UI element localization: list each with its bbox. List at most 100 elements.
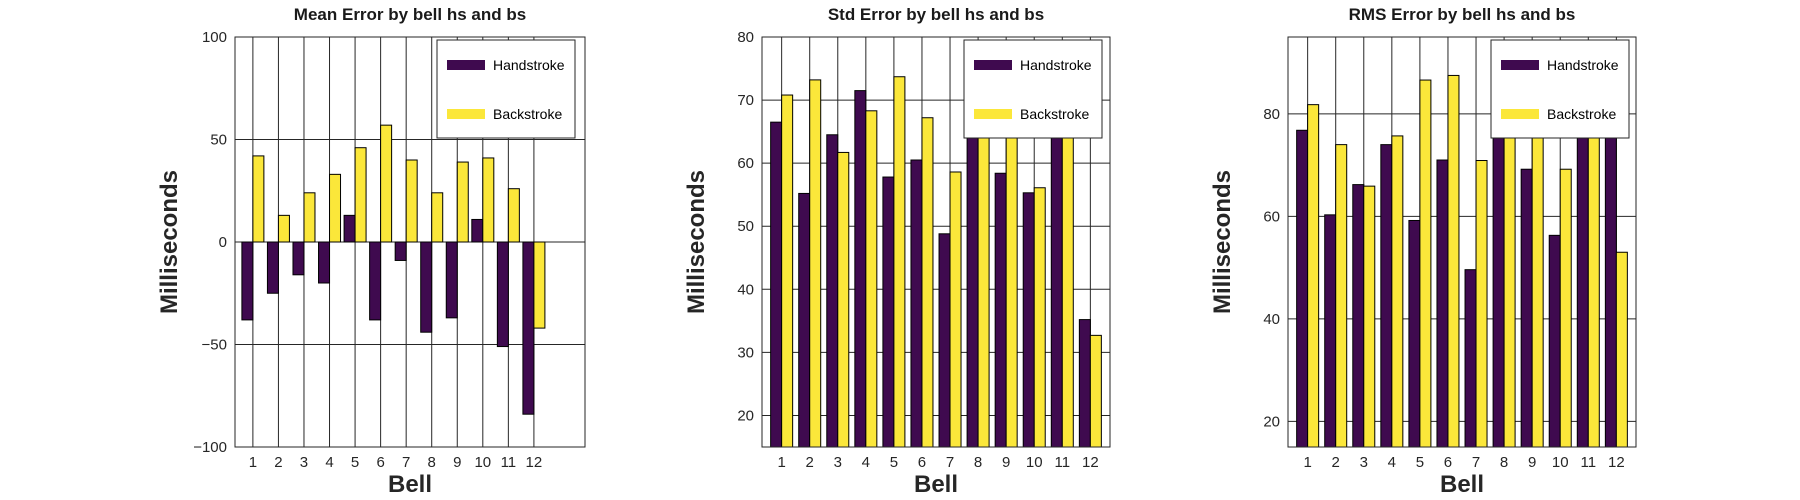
bar-handstroke-bell-6 [369, 241, 382, 321]
y-tick-label: 100 [202, 29, 227, 46]
bar-handstroke-bell-3 [826, 134, 839, 448]
legend: Handstroke Backstroke [963, 39, 1103, 139]
bar-backstroke-bell-12 [1615, 251, 1628, 448]
bar-backstroke-bell-5 [1419, 79, 1432, 448]
y-tick-label: 20 [1263, 413, 1280, 430]
y-axis-label: Milliseconds [156, 170, 183, 314]
bar-backstroke-bell-9 [1531, 137, 1544, 448]
bar-handstroke-bell-4 [854, 90, 867, 448]
bar-handstroke-bell-11 [496, 241, 509, 348]
x-tick-label: 4 [1388, 454, 1396, 471]
legend-box [436, 39, 576, 139]
x-tick-label: 2 [1332, 454, 1340, 471]
bar-handstroke-bell-10 [1022, 192, 1035, 448]
bar-backstroke-bell-11 [507, 188, 520, 243]
bar-handstroke-bell-9 [1520, 168, 1533, 448]
bar-backstroke-bell-3 [1363, 185, 1376, 448]
bar-backstroke-bell-10 [1033, 187, 1046, 448]
bar-handstroke-bell-11 [1050, 134, 1063, 448]
y-tick-label: 20 [737, 407, 754, 424]
x-tick-label: 1 [249, 454, 257, 471]
bar-backstroke-bell-1 [1307, 104, 1320, 448]
bar-handstroke-bell-11 [1576, 103, 1589, 448]
bar-handstroke-bell-1 [770, 121, 783, 448]
y-tick-label: 40 [737, 281, 754, 298]
bar-handstroke-bell-4 [1380, 144, 1393, 448]
bar-backstroke-bell-3 [303, 192, 316, 243]
bar-backstroke-bell-11 [1061, 86, 1074, 448]
bar-backstroke-bell-2 [1335, 144, 1348, 448]
x-tick-label: 10 [1026, 454, 1043, 471]
bar-backstroke-bell-5 [354, 147, 367, 243]
x-tick-label: 11 [501, 454, 517, 471]
bar-backstroke-bell-12 [533, 241, 546, 329]
bar-handstroke-bell-6 [910, 159, 923, 448]
x-tick-label: 11 [1581, 454, 1597, 471]
bar-backstroke-bell-7 [949, 171, 962, 448]
y-tick-label: 30 [737, 344, 754, 361]
bar-backstroke-bell-4 [1391, 135, 1404, 448]
bar-backstroke-bell-8 [1503, 118, 1516, 448]
bar-handstroke-bell-7 [1464, 269, 1477, 448]
bar-backstroke-bell-10 [482, 157, 495, 243]
x-tick-label: 6 [1444, 454, 1452, 471]
y-tick-label: 80 [737, 29, 754, 46]
x-axis-label: Bell [1440, 471, 1484, 498]
legend-label-handstroke: Handstroke [1020, 57, 1092, 73]
axes-box [234, 36, 586, 448]
bar-backstroke-bell-4 [329, 173, 342, 243]
x-tick-label: 3 [300, 454, 308, 471]
bar-handstroke-bell-5 [343, 214, 356, 243]
legend-swatch-handstroke [974, 60, 1012, 70]
x-tick-label: 8 [1500, 454, 1508, 471]
bar-backstroke-bell-12 [1089, 334, 1102, 448]
legend-label-backstroke: Backstroke [1020, 106, 1089, 122]
bar-backstroke-bell-4 [865, 110, 878, 448]
x-axis-label: Bell [388, 471, 432, 498]
legend-swatch-handstroke [1501, 60, 1539, 70]
x-tick-label: 12 [1608, 454, 1625, 471]
y-tick-label: 50 [210, 132, 227, 149]
bar-handstroke-bell-8 [1492, 93, 1505, 448]
legend-label-backstroke: Backstroke [1547, 106, 1616, 122]
y-tick-label: 50 [737, 218, 754, 235]
x-tick-label: 9 [1002, 454, 1010, 471]
bar-handstroke-bell-2 [1324, 214, 1337, 448]
y-tick-label: −100 [193, 439, 227, 456]
legend-label-backstroke: Backstroke [493, 106, 562, 122]
chart-title: Mean Error by bell hs and bs [294, 5, 526, 24]
bar-handstroke-bell-7 [938, 233, 951, 448]
x-tick-label: 5 [890, 454, 898, 471]
x-tick-label: 3 [834, 454, 842, 471]
bar-backstroke-bell-7 [1475, 160, 1488, 448]
y-axis-label: Milliseconds [1209, 170, 1236, 314]
bar-backstroke-bell-8 [431, 192, 444, 243]
x-tick-label: 8 [974, 454, 982, 471]
x-tick-label: 8 [428, 454, 436, 471]
bar-backstroke-bell-1 [781, 94, 794, 448]
bar-handstroke-bell-12 [522, 241, 535, 415]
y-tick-label: 70 [737, 92, 754, 109]
bar-backstroke-bell-9 [1005, 135, 1018, 448]
legend-swatch-backstroke [447, 109, 485, 119]
y-tick-label: −50 [202, 337, 227, 354]
bar-handstroke-bell-10 [471, 218, 484, 243]
bar-backstroke-bell-3 [837, 151, 850, 448]
legend-label-handstroke: Handstroke [493, 57, 565, 73]
axes-box [761, 36, 1111, 448]
axes-box [1287, 36, 1637, 448]
bar-handstroke-bell-2 [798, 192, 811, 448]
bar-handstroke-bell-8 [420, 241, 433, 333]
legend-swatch-handstroke [447, 60, 485, 70]
y-axis-label: Milliseconds [683, 170, 710, 314]
y-tick-label: 60 [1263, 208, 1280, 225]
bar-backstroke-bell-2 [277, 214, 290, 243]
bar-handstroke-bell-3 [1352, 184, 1365, 448]
bar-backstroke-bell-1 [252, 155, 265, 243]
bar-handstroke-bell-5 [882, 176, 895, 448]
legend-swatch-backstroke [974, 109, 1012, 119]
y-tick-label: 60 [737, 155, 754, 172]
